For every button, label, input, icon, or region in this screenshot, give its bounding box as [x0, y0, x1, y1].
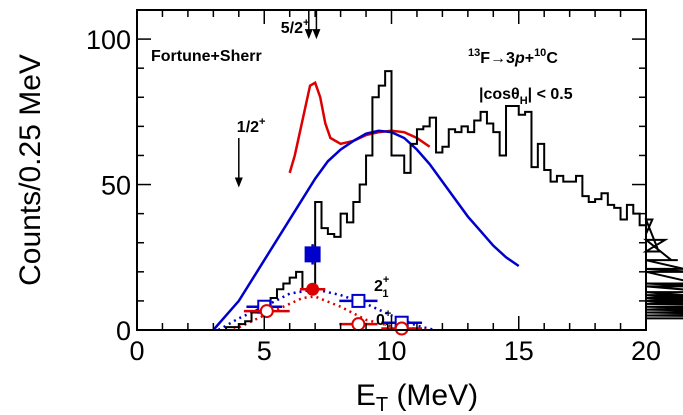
data-point — [259, 304, 274, 319]
data-point — [351, 293, 366, 308]
data-point — [394, 321, 409, 336]
data-point — [304, 246, 321, 263]
cos-theta-cut-label: |cosθH| < 0.5 — [479, 86, 573, 107]
data-point — [351, 317, 366, 332]
x-tick-label: 15 — [504, 336, 534, 366]
arrow-head — [304, 29, 313, 40]
markers-layer — [243, 244, 423, 336]
histogram-line — [213, 70, 683, 331]
y-tick-label: 0 — [116, 316, 131, 346]
reaction-label: 13F→3p+10C — [468, 47, 558, 67]
x-tick-label: 0 — [129, 336, 144, 366]
arrow-label: 1/2+ — [237, 116, 266, 136]
x-tick-label: 10 — [376, 336, 406, 366]
x-tick-label: 5 — [257, 336, 272, 366]
ticks-layer — [136, 9, 647, 331]
fit-curve-3 — [233, 295, 430, 332]
arrow-head — [234, 177, 243, 188]
two-plus-label: 2+ 1 — [374, 274, 389, 300]
x-tick-label: 20 — [631, 336, 661, 366]
arrow-head — [312, 29, 321, 40]
y-tick-label: 50 — [101, 171, 131, 201]
fit-curve-1 — [212, 129, 520, 331]
x-axis-title: ET (MeV) — [356, 379, 478, 415]
fortune-sherr-label: Fortune+Sherr — [151, 48, 262, 65]
data-point — [306, 282, 320, 296]
tick-labels-layer: 0 5 10 15 20 0 50 100 — [86, 25, 661, 366]
fit-curve-0 — [288, 80, 431, 174]
y-axis-title: Counts/0.25 MeV — [14, 54, 47, 286]
zero-plus-label: 0+ 1 — [376, 308, 391, 334]
arrow-label: 5/2+ — [281, 17, 310, 37]
arrows-layer: 1/2+ 5/2+ — [234, 10, 321, 188]
y-tick-label: 100 — [86, 25, 131, 55]
